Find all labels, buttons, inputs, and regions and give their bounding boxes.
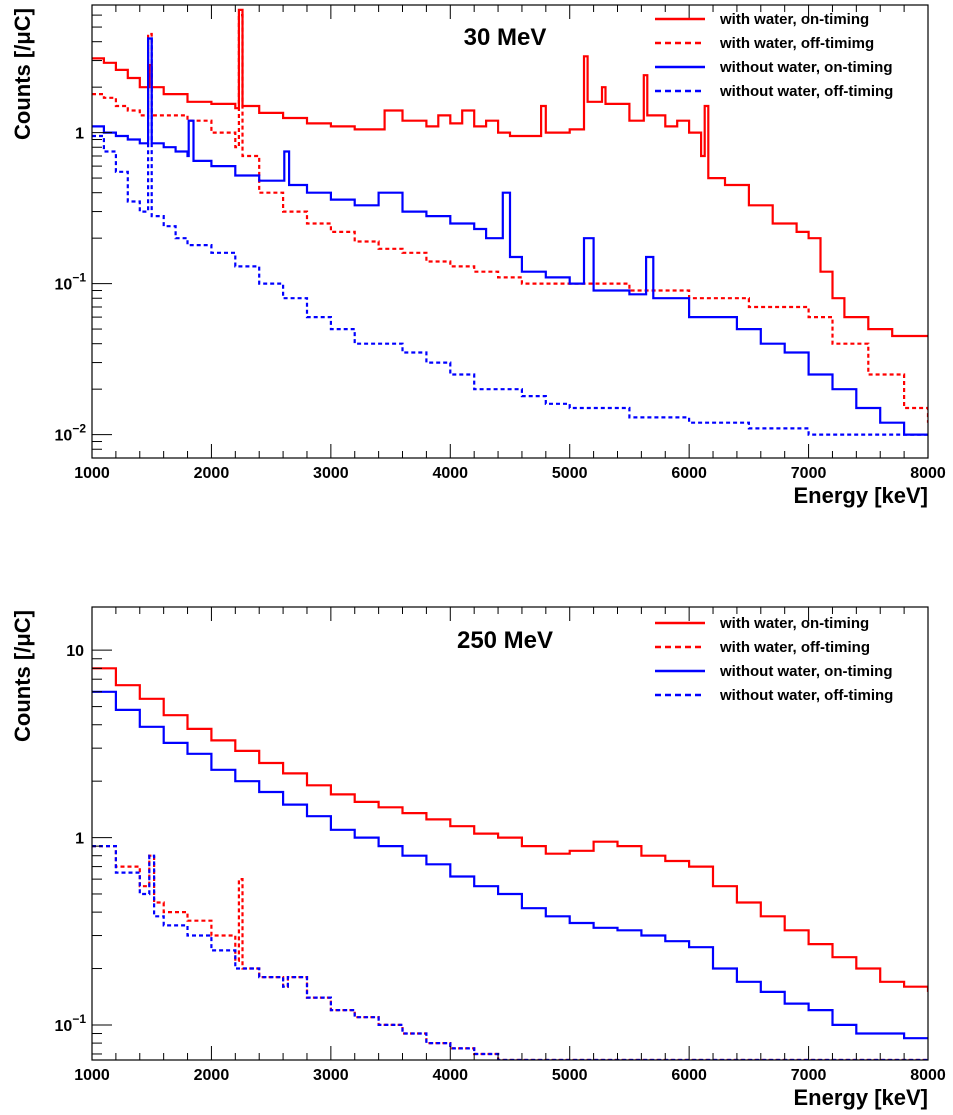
panel-30-mev: 1000 2000 3000 4000 5000 6000 7000 8000 10−2 10−1…	[10, 4, 946, 508]
plot-frame	[91, 606, 929, 1061]
x-tick-label: 8000	[910, 1067, 946, 1084]
legend-label-2: without water, on-timing	[719, 59, 893, 76]
legend-label-0: with water, on-timing	[719, 615, 869, 632]
plot-frame	[91, 4, 929, 459]
x-tick-label: 6000	[671, 465, 707, 482]
legend: with water, on-timing with water, off-tim…	[655, 615, 893, 704]
legend-label-3: without water, off-timing	[719, 687, 893, 704]
y-tick-label: 10−1	[55, 271, 87, 294]
x-tick-label: 2000	[194, 465, 230, 482]
y-tick-label: 1	[75, 831, 84, 848]
x-tick-label: 1000	[74, 1067, 110, 1084]
legend-label-1: with water, off-timimg	[719, 35, 874, 52]
x-tick-label: 3000	[313, 1067, 349, 1084]
legend: with water, on-timing with water, off-tim…	[655, 11, 893, 100]
x-tick-label: 5000	[552, 465, 588, 482]
panel-title: 30 MeV	[464, 24, 547, 51]
y-tick-label: 10	[66, 643, 84, 660]
legend-label-1: with water, off-timing	[719, 639, 870, 656]
x-axis-title: Energy [keV]	[794, 483, 929, 508]
series-2-line	[92, 37, 928, 436]
legend-label-0: with water, on-timing	[719, 11, 869, 28]
legend-label-2: without water, on-timing	[719, 663, 893, 680]
y-tick-label: 10−2	[55, 422, 87, 445]
series-0-line	[92, 667, 928, 992]
legend-label-3: without water, off-timing	[719, 83, 893, 100]
y-axis-title: Counts [/μC]	[10, 8, 35, 140]
x-tick-label: 3000	[313, 465, 349, 482]
y-axis-title: Counts [/μC]	[10, 610, 35, 742]
x-tick-label: 1000	[74, 465, 110, 482]
y-tick-label: 10−1	[55, 1012, 87, 1035]
y-tick-label: 1	[75, 126, 84, 143]
series-3-line	[92, 845, 928, 1060]
series-3-line	[92, 37, 928, 436]
x-tick-label: 4000	[432, 1067, 468, 1084]
panel-title: 250 MeV	[457, 627, 553, 654]
series-2-line	[92, 690, 928, 1040]
x-tick-label: 7000	[791, 465, 827, 482]
series-0-line	[92, 8, 928, 338]
series-1-line	[92, 845, 928, 1060]
x-tick-label: 4000	[432, 465, 468, 482]
x-tick-label: 8000	[910, 465, 946, 482]
panel-250-mev: 1000 2000 3000 4000 5000 6000 7000 8000 10−1 1 10 E…	[10, 606, 946, 1110]
x-tick-label: 2000	[194, 1067, 230, 1084]
series-1-line	[92, 14, 928, 423]
plot-area	[92, 667, 928, 1060]
x-tick-label: 6000	[671, 1067, 707, 1084]
x-axis-title: Energy [keV]	[794, 1085, 929, 1110]
x-tick-label: 5000	[552, 1067, 588, 1084]
x-tick-label: 7000	[791, 1067, 827, 1084]
plot-area	[92, 8, 928, 436]
